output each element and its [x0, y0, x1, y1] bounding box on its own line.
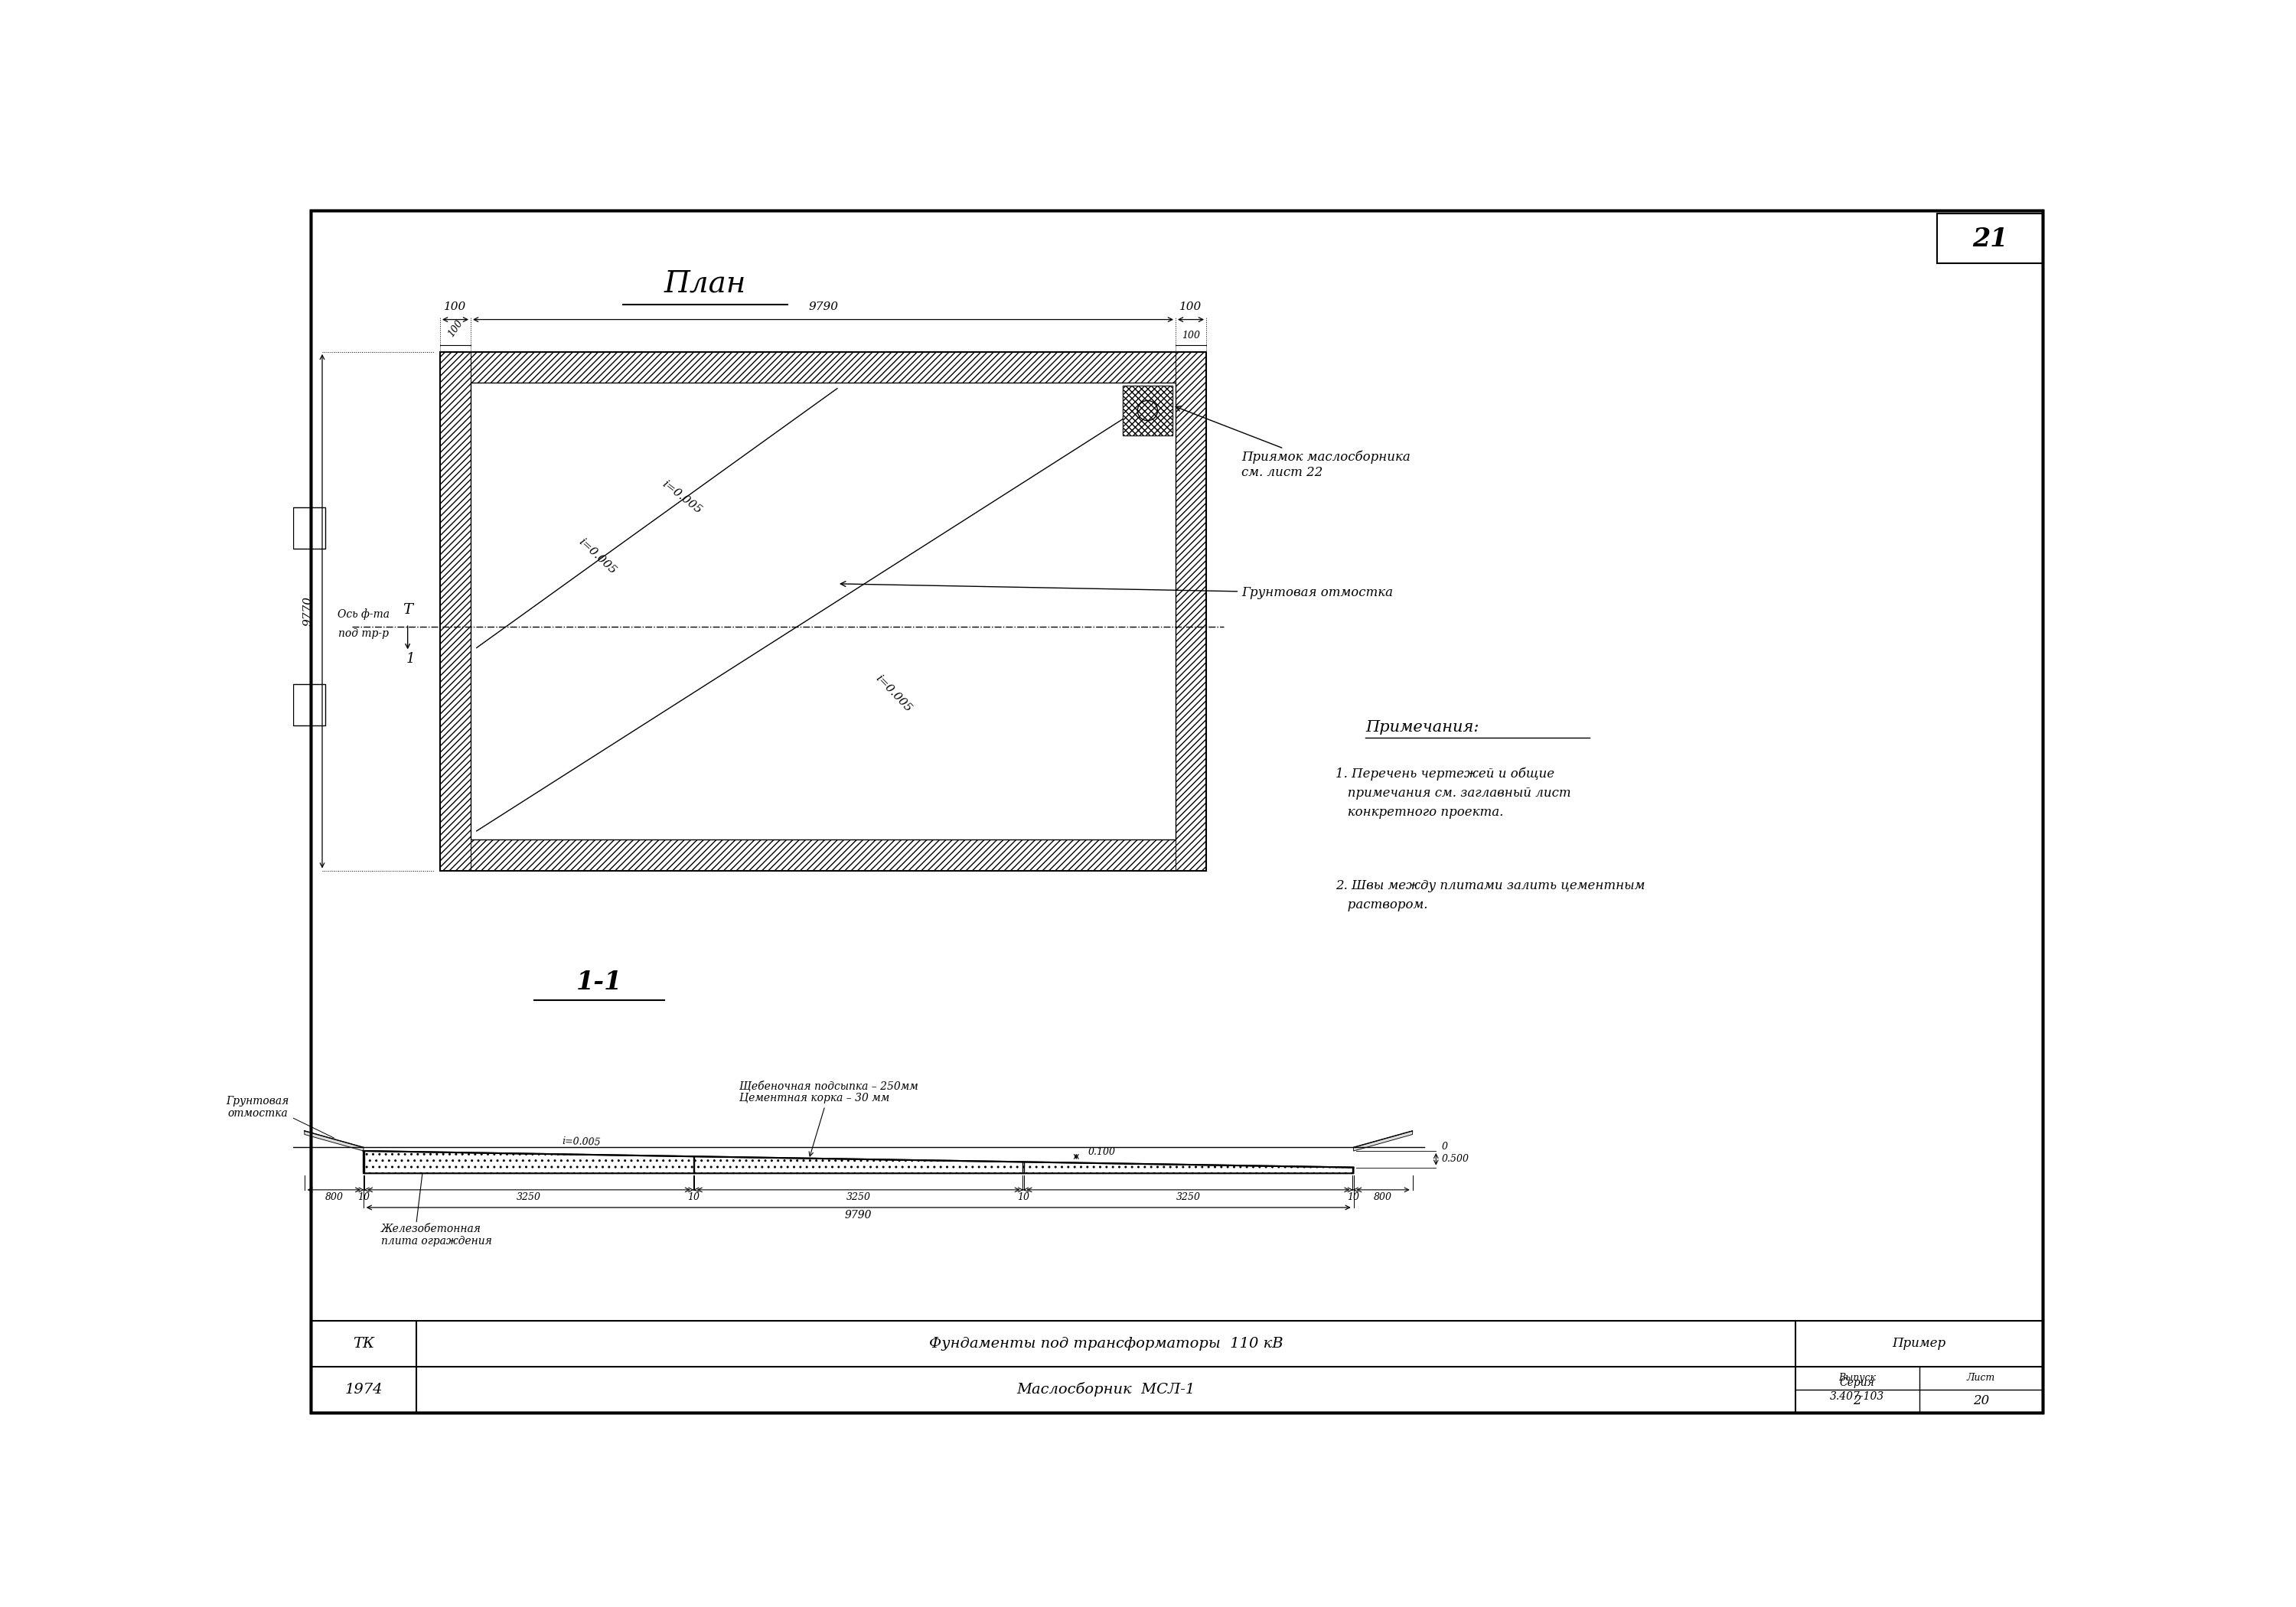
Text: 2. Швы между плитами залить цементным
   раствором.: 2. Швы между плитами залить цементным ра… [1336, 879, 1646, 911]
Text: 1974: 1974 [344, 1382, 383, 1396]
Text: Примечания:: Примечания: [1366, 720, 1479, 734]
Text: ТК: ТК [354, 1337, 374, 1350]
Polygon shape [1355, 1131, 1412, 1151]
Bar [441, 840, 1205, 871]
Text: План: План [664, 270, 746, 299]
Text: i=0.005: i=0.005 [661, 479, 705, 516]
Text: Пример: Пример [1892, 1337, 1947, 1350]
Text: 9790: 9790 [845, 1210, 872, 1221]
Text: i=0.005: i=0.005 [576, 537, 618, 577]
Text: 1: 1 [406, 652, 416, 665]
Text: Выпуск: Выпуск [1839, 1372, 1876, 1384]
Bar [441, 352, 1205, 871]
Text: 0.500: 0.500 [1442, 1154, 1469, 1163]
Text: 800: 800 [324, 1192, 342, 1202]
Text: 3250: 3250 [1176, 1192, 1201, 1202]
Text: 9790: 9790 [808, 302, 838, 312]
Text: 3250: 3250 [517, 1192, 542, 1202]
Text: 800: 800 [1373, 1192, 1391, 1202]
Text: 10: 10 [1017, 1192, 1029, 1202]
Text: 3250: 3250 [847, 1192, 870, 1202]
Bar [441, 352, 1205, 871]
Bar [1123, 386, 1173, 435]
Bar [294, 508, 326, 550]
Bar [310, 1321, 2043, 1413]
Bar [471, 382, 1176, 840]
Polygon shape [363, 1151, 1355, 1173]
Text: i=0.005: i=0.005 [563, 1136, 602, 1147]
Text: Лист: Лист [1968, 1372, 1995, 1384]
Text: под тр-р: под тр-р [338, 628, 388, 640]
Text: Грунтовая
отмостка: Грунтовая отмостка [225, 1096, 289, 1118]
Text: Грунтовая отмостка: Грунтовая отмостка [840, 582, 1394, 599]
Text: Серия
3.407-103: Серия 3.407-103 [1830, 1377, 1885, 1401]
Bar [441, 352, 471, 871]
Text: Приямок маслосборника
см. лист 22: Приямок маслосборника см. лист 22 [1176, 407, 1410, 479]
Text: 100: 100 [443, 302, 466, 312]
Text: Щебеночная подсыпка – 250мм
Цементная корка – 30 мм: Щебеночная подсыпка – 250мм Цементная ко… [739, 1080, 918, 1157]
Bar [1938, 214, 2043, 264]
Text: 10: 10 [1348, 1192, 1359, 1202]
Polygon shape [363, 1151, 1355, 1173]
Polygon shape [305, 1131, 363, 1151]
Bar [1123, 386, 1173, 435]
Text: i=0.005: i=0.005 [872, 673, 914, 714]
Text: 9770: 9770 [303, 596, 312, 627]
Text: 0: 0 [1442, 1143, 1449, 1152]
Text: 0.100: 0.100 [1088, 1147, 1116, 1157]
Text: 100: 100 [1180, 302, 1203, 312]
Text: 10: 10 [358, 1192, 370, 1202]
Bar [1176, 352, 1205, 871]
Text: 1. Перечень чертежей и общие
   примечания см. заглавный лист
   конкретного про: 1. Перечень чертежей и общие примечания … [1336, 768, 1570, 818]
Bar [441, 352, 1205, 382]
Text: 21: 21 [1972, 227, 2007, 251]
Text: 1-1: 1-1 [576, 969, 622, 995]
Bar [294, 685, 326, 725]
Text: T: T [402, 603, 413, 617]
Text: Фундаменты под трансформаторы  110 кВ: Фундаменты под трансформаторы 110 кВ [930, 1337, 1283, 1350]
Text: Железобетонная
плита ограждения: Железобетонная плита ограждения [381, 1223, 491, 1247]
Text: 20: 20 [1972, 1395, 1988, 1408]
Text: Ось ф-та: Ось ф-та [338, 607, 390, 619]
Text: 2: 2 [1853, 1395, 1862, 1408]
Text: 10: 10 [687, 1192, 700, 1202]
Text: Маслосборник  МСЛ-1: Маслосборник МСЛ-1 [1017, 1382, 1196, 1396]
Text: 100: 100 [445, 318, 464, 339]
Text: 100: 100 [1182, 329, 1201, 341]
